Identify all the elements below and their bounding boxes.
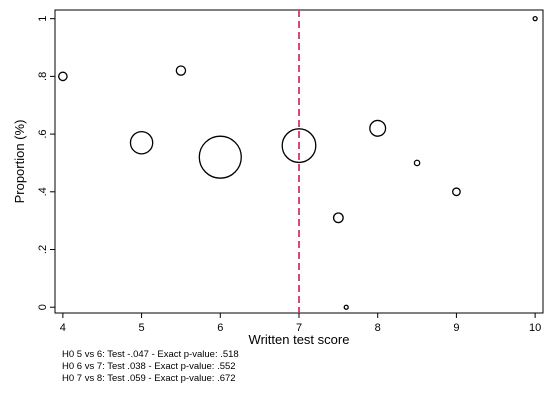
y-tick-label: 1: [37, 16, 49, 22]
note-line: H0 6 vs 7: Test .038 - Exact p-value: .5…: [62, 361, 236, 372]
x-tick-label: 5: [139, 322, 145, 334]
x-tick-label: 4: [60, 322, 66, 334]
data-point: [532, 16, 538, 22]
y-tick-label: .8: [37, 72, 49, 81]
data-point: [369, 119, 387, 137]
x-axis: 4 5 6 7 8 9 10: [60, 313, 541, 334]
x-tick-label: 9: [453, 322, 459, 334]
y-tick-label: .6: [37, 129, 49, 138]
data-point: [452, 187, 461, 197]
data-point: [129, 130, 154, 155]
scatter-chart: 0 .2 .4 .6 .8 1 4 5 6 7 8 9 10 Written test score P…: [12, 9, 544, 345]
y-tick-label: 0: [37, 304, 49, 310]
y-tick-label: .2: [37, 245, 49, 254]
data-point: [413, 159, 421, 167]
data-point: [343, 304, 349, 310]
x-axis-title: Written test score: [249, 332, 350, 345]
x-tick-label: 10: [529, 322, 541, 334]
x-tick-label: 8: [375, 322, 381, 334]
x-tick-label: 7: [296, 322, 302, 334]
data-point: [58, 71, 68, 82]
hypothesis-test-notes: H0 5 vs 6: Test -.047 - Exact p-value: .…: [62, 349, 239, 385]
y-tick-label: .4: [37, 187, 49, 196]
data-point: [175, 65, 187, 76]
x-tick-label: 6: [217, 322, 223, 334]
data-point: [281, 128, 317, 164]
data-point: [332, 212, 344, 224]
data-points: [58, 16, 538, 310]
note-line: H0 7 vs 8: Test .059 - Exact p-value: .6…: [62, 373, 236, 384]
y-axis: 0 .2 .4 .6 .8 1: [37, 16, 55, 310]
y-axis-title: Proportion (%): [12, 120, 27, 204]
data-point: [198, 135, 242, 179]
note-line: H0 5 vs 6: Test -.047 - Exact p-value: .…: [62, 349, 239, 360]
